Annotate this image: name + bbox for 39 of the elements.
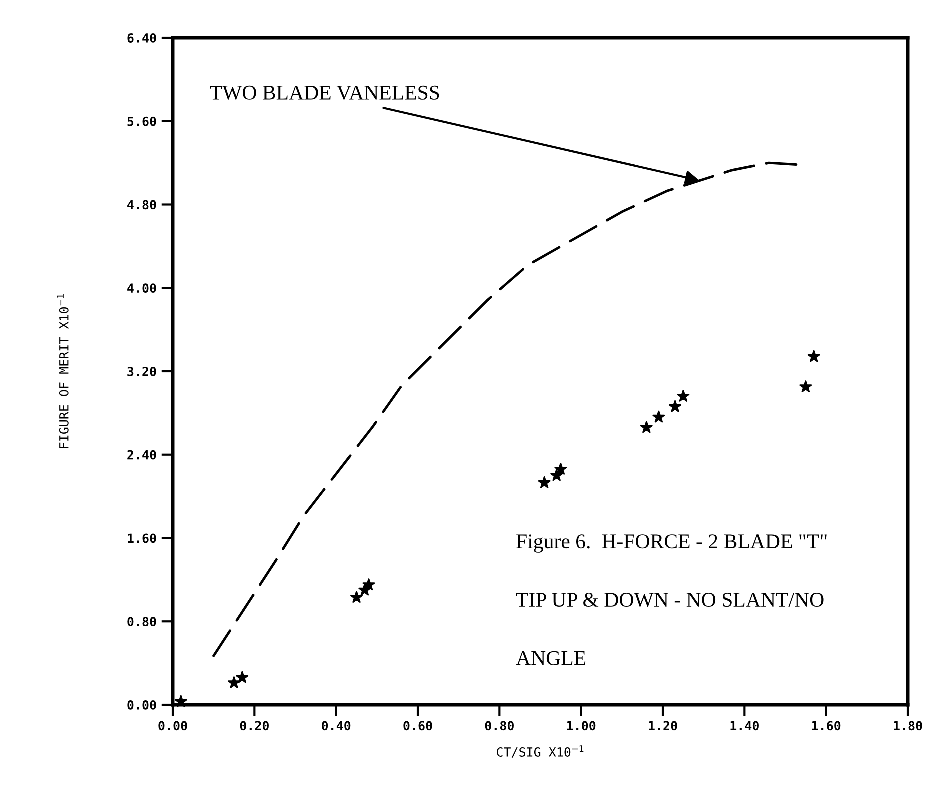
- x-tick-label: 0.00: [158, 721, 188, 731]
- x-tick-label: 1.80: [894, 721, 922, 731]
- y-axis-title: FIGURE OF MERIT X10$^{−1}$: [58, 294, 69, 448]
- point: [640, 421, 653, 434]
- point: [652, 410, 666, 423]
- y-tick-label: 0.80: [128, 617, 156, 627]
- x-tick-label: 1.00: [567, 721, 596, 731]
- annotation: TIP UP & DOWN - NO SLANT/NO: [516, 592, 824, 608]
- x-axis-title: CT/SIG X10$^{−1}$: [497, 746, 584, 758]
- y-tick-label: 4.00: [128, 284, 156, 294]
- point: [669, 400, 682, 412]
- point: [808, 350, 820, 362]
- x-tick-label: 0.80: [485, 721, 514, 731]
- annotation: TWO BLADE VANELESS: [210, 86, 440, 100]
- x-tick-label: 0.20: [240, 721, 269, 731]
- point: [362, 578, 376, 591]
- y-tick-label: 1.60: [128, 534, 156, 544]
- y-tick-label: 6.40: [128, 33, 156, 43]
- x-tick-label: 0.40: [322, 721, 351, 731]
- point: [554, 462, 568, 475]
- y-tick-label: 0.00: [128, 700, 156, 710]
- annotation: Figure 6. H-FORCE - 2 BLADE "T": [516, 534, 827, 553]
- y-tick-label: 3.20: [128, 366, 156, 376]
- point: [228, 676, 240, 689]
- y-tick-label: 2.40: [128, 450, 156, 460]
- x-tick-label: 1.40: [730, 721, 759, 731]
- point: [174, 695, 188, 708]
- x-tick-label: 1.60: [812, 721, 841, 731]
- y-tick-label: 4.80: [128, 200, 156, 210]
- point: [350, 591, 363, 604]
- x-tick-label: 0.60: [404, 721, 432, 731]
- annotation: ANGLE: [516, 651, 586, 666]
- y-tick-label: 5.60: [128, 116, 156, 126]
- point: [538, 476, 551, 488]
- point: [550, 469, 564, 482]
- point: [236, 671, 249, 684]
- point: [800, 380, 812, 393]
- point: [677, 390, 690, 402]
- x-tick-label: 1.20: [649, 721, 678, 731]
